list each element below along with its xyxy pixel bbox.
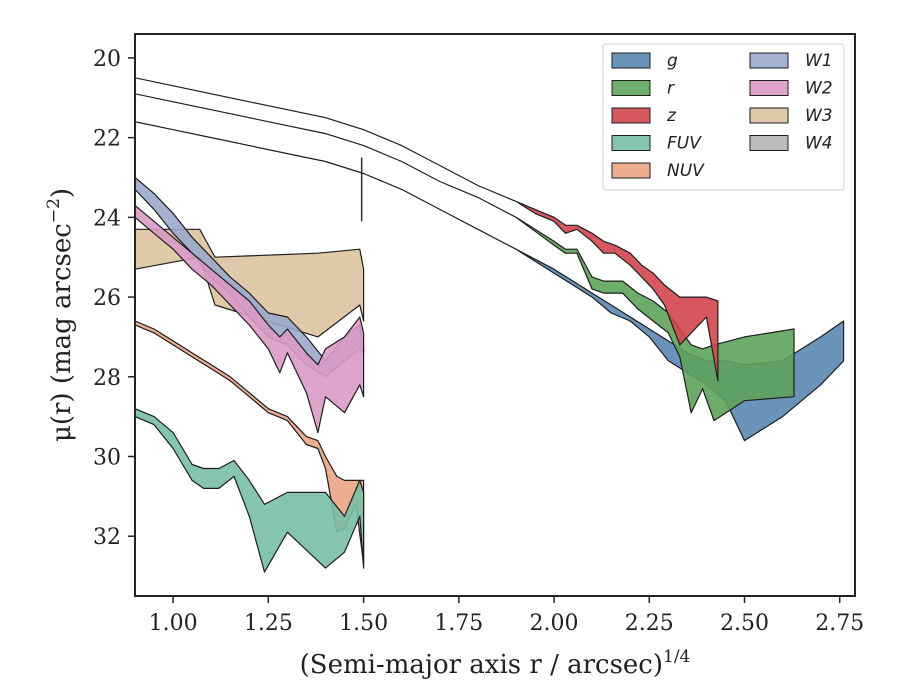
legend-label-g: g [667,51,678,71]
series-band-FUV [135,408,365,573]
legend-swatch-z [611,107,651,124]
y-tick-label: 20 [93,47,121,72]
y-tick-label: 28 [93,366,121,391]
series-band-r [135,93,795,422]
plot-frame [134,33,856,597]
legend-swatch-W2 [749,80,789,96]
x-tick-label: 2.25 [625,611,674,636]
legend-label-r: r [667,79,675,99]
x-tick-label: 1.75 [434,611,483,636]
x-tick-label: 2.75 [815,611,864,636]
legend-label-W1: W1 [805,51,833,71]
legend-swatch-r [611,80,651,96]
series-band-g [135,121,845,442]
x-tick-label: 1.50 [339,611,388,636]
x-axis-title: (Semi-major axis r / arcsec)1/4 [300,647,691,680]
legend-label-z: z [666,106,677,126]
x-tick-label: 2.00 [530,611,579,636]
legend-label-W2: W2 [805,79,833,99]
legend-label-NUV: NUV [667,161,705,181]
y-tick-label: 22 [93,127,121,152]
y-tick-label: 32 [93,525,121,550]
legend-label-FUV: FUV [667,134,702,154]
legend-swatch-W1 [749,52,789,69]
y-axis-title: μ(r) (mag arcsec−2) [44,188,77,442]
legend-swatch-NUV [611,162,651,179]
y-tick-label: 24 [93,206,121,231]
y-axis-title-exponent: −2 [44,198,64,223]
series-band-W2 [135,204,365,434]
legend-label-W3: W3 [805,106,833,126]
x-tick-label: 1.00 [149,611,198,636]
legend: grz FUV NUV W1 W2 W3 W4 [602,43,845,191]
legend-swatch-FUV [611,135,651,151]
x-tick-label: 2.50 [720,611,769,636]
y-axis-title-text: μ(r) (mag arcsec [47,223,77,442]
x-tick-label: 1.25 [244,611,293,636]
series-band-z [135,77,719,382]
x-axis-title-exponent: 1/4 [663,647,690,667]
x-axis-title-text: (Semi-major axis r / arcsec) [300,650,663,680]
y-axis: 20 22 24 26 28 30 32 [93,47,135,550]
legend-label-W4: W4 [805,134,833,154]
legend-swatch-W4 [749,135,789,151]
y-axis-title-close: ) [47,188,77,198]
y-tick-label: 30 [93,445,121,470]
legend-swatch-g [611,52,651,69]
legend-swatch-W3 [749,107,789,124]
y-tick-label: 26 [93,286,121,311]
x-axis: 1.00 1.25 1.50 1.75 2.00 2.25 2.50 2.75 [149,596,864,636]
series-areas [135,77,845,573]
